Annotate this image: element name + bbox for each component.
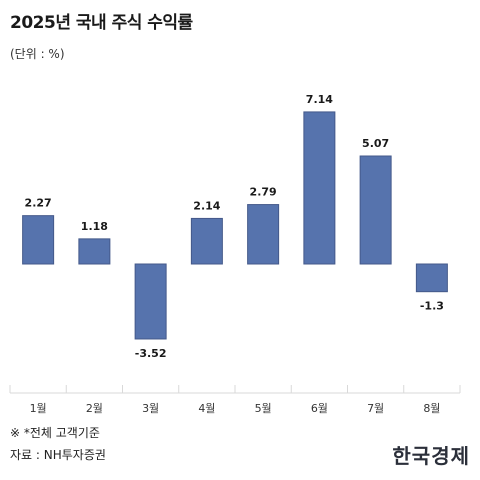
x-tick-label: 6월 xyxy=(311,402,328,415)
x-tick-label: 7월 xyxy=(367,402,384,415)
x-tick-label: 8월 xyxy=(423,402,440,415)
source-note: 자료 : NH투자증권 xyxy=(10,448,106,462)
bar-6 xyxy=(303,111,336,265)
value-label: 7.14 xyxy=(306,93,333,106)
x-tick-label: 5월 xyxy=(255,402,272,415)
value-label: 5.07 xyxy=(362,137,389,150)
chart-title: 2025년 국내 주식 수익률 xyxy=(10,13,193,33)
tick-labels: 1월 2월 3월 4월 5월 6월 7월 8월 xyxy=(30,402,441,415)
value-label: 2.79 xyxy=(250,186,277,199)
bar-1 xyxy=(22,215,55,265)
x-tick-label: 3월 xyxy=(142,402,159,415)
bars xyxy=(22,111,448,340)
value-label: 2.27 xyxy=(25,197,52,210)
bar-7 xyxy=(359,155,392,265)
value-label: 2.14 xyxy=(193,199,220,212)
x-tick-label: 4월 xyxy=(198,402,215,415)
footnote: ※ *전체 고객기준 xyxy=(10,426,100,440)
bar-2 xyxy=(78,238,111,265)
value-label: 1.18 xyxy=(81,220,108,233)
bar-3 xyxy=(134,263,167,340)
value-label: -1.3 xyxy=(420,300,444,313)
x-axis xyxy=(9,385,461,394)
bar-8 xyxy=(415,263,448,293)
unit-note: (단위 : %) xyxy=(10,47,65,61)
bar-4 xyxy=(190,217,223,265)
value-labels: 2.27 1.18 -3.52 2.14 2.79 7.14 5.07 -1.3 xyxy=(25,93,444,360)
publisher-logo: 한국경제 xyxy=(392,444,470,468)
x-tick-label: 2월 xyxy=(86,402,103,415)
bar-5 xyxy=(247,204,280,265)
value-label: -3.52 xyxy=(135,347,167,360)
x-tick-label: 1월 xyxy=(30,402,47,415)
